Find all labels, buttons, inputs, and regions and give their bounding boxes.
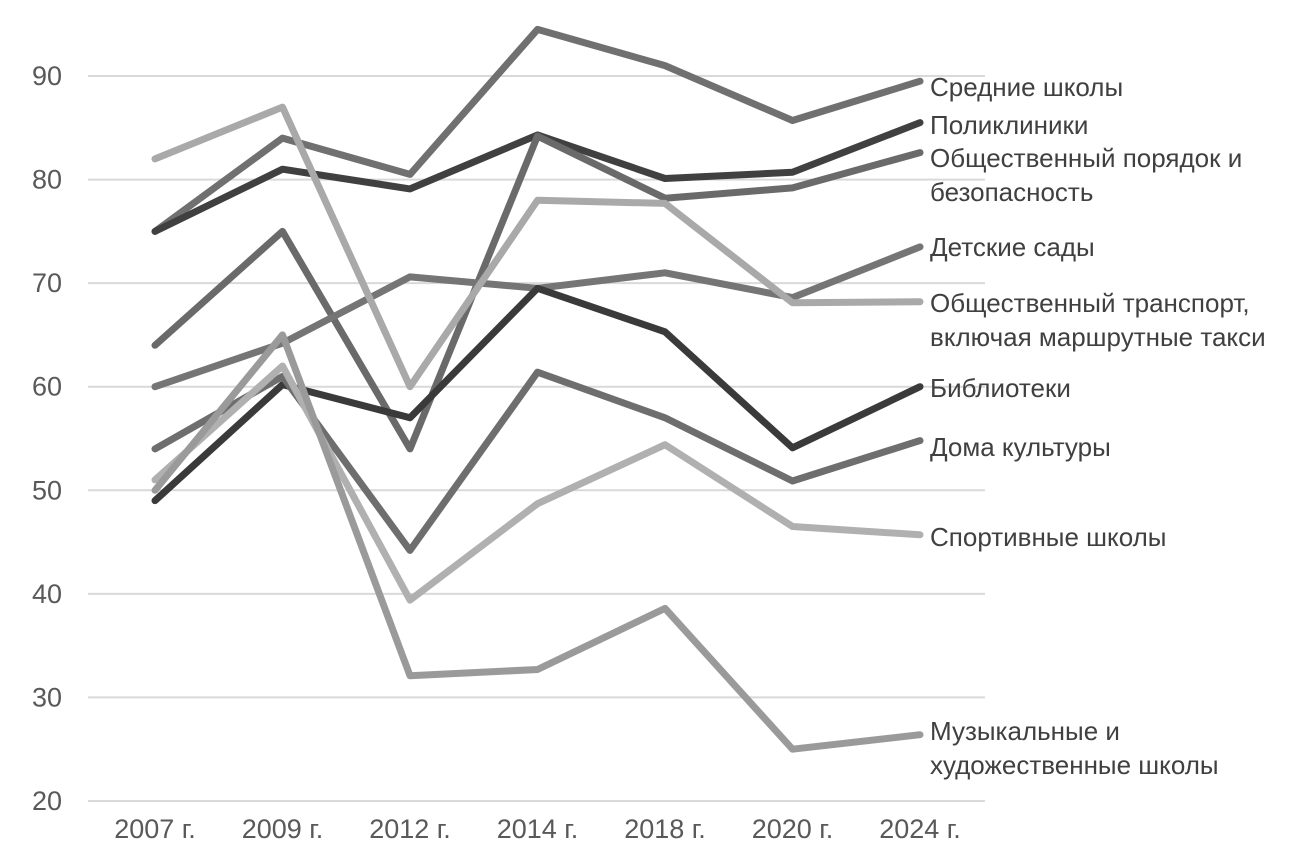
x-axis-tick-labels: 2007 г. 2009 г. 2012 г. 2014 г. 2018 г. 2020 … [114,814,961,844]
series-label: Дома культуры [930,432,1111,462]
series-line [151,284,924,505]
y-tick-label: 70 [32,268,62,298]
series-label: Спортивные школы [930,522,1166,552]
series-line [151,243,924,391]
x-tick-label: 2007 г. [114,814,196,844]
y-axis-tick-labels: 20 30 40 50 60 70 80 90 [32,61,62,816]
y-tick-label: 80 [32,165,62,195]
y-tick-label: 40 [32,579,62,609]
series-lines [151,25,924,753]
y-tick-label: 50 [32,475,62,505]
series-label: Детские сады [930,232,1095,262]
x-tick-label: 2020 г. [752,814,834,844]
series-label: Музыкальные и художественные школы [930,716,1219,780]
series-label: Общественный порядок и безопасность [930,143,1242,207]
y-tick-label: 60 [32,372,62,402]
series-label: Библиотеки [930,373,1071,403]
series-label: Общественный транспорт, включая маршрутны… [930,288,1266,352]
x-tick-label: 2014 г. [497,814,579,844]
series-label: Поликлиники [930,110,1088,140]
series-label: Средние школы [930,72,1123,102]
y-tick-label: 90 [32,61,62,91]
x-tick-label: 2018 г. [624,814,706,844]
x-tick-label: 2009 г. [242,814,324,844]
x-tick-label: 2024 г. [879,814,961,844]
x-tick-label: 2012 г. [369,814,451,844]
y-tick-label: 30 [32,682,62,712]
series-line [151,362,924,604]
y-tick-label: 20 [32,786,62,816]
